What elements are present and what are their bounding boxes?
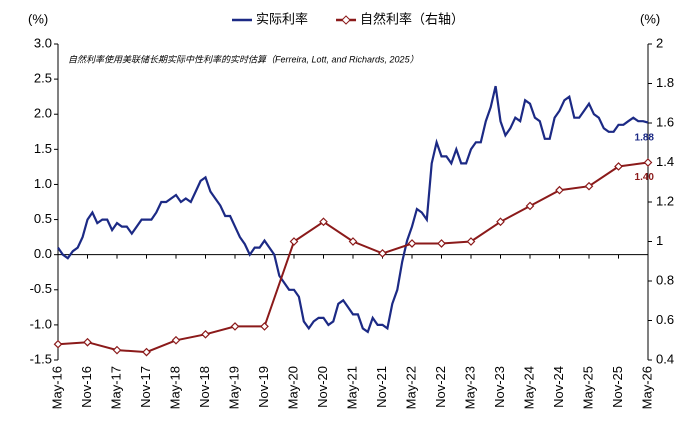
x-tick-label: May-17 xyxy=(108,366,123,409)
marker xyxy=(614,162,623,171)
series-line xyxy=(57,85,649,334)
y-tick-label: -1.5 xyxy=(30,351,52,366)
marker xyxy=(319,217,328,227)
marker xyxy=(525,201,535,211)
y2-tick-label: 1 xyxy=(656,233,663,248)
y-tick-label: 3.0 xyxy=(34,35,52,50)
y-tick-label: 1.5 xyxy=(34,141,52,156)
marker xyxy=(83,337,92,347)
y-tick-label: -0.5 xyxy=(30,281,52,296)
y-unit: (%) xyxy=(28,11,48,26)
x-tick-label: May-18 xyxy=(167,366,182,409)
marker xyxy=(378,249,387,258)
x-tick-label: Nov-22 xyxy=(433,366,448,408)
marker xyxy=(260,322,269,331)
x-tick-label: Nov-24 xyxy=(551,366,566,408)
marker xyxy=(466,237,476,246)
marker xyxy=(643,158,653,167)
y-tick-label: 0.0 xyxy=(34,246,52,261)
x-tick-label: Nov-21 xyxy=(374,366,389,408)
value-label: 1.88 xyxy=(635,132,655,143)
marker xyxy=(171,335,181,345)
marker xyxy=(112,345,122,355)
legend-label: 自然利率（右轴） xyxy=(360,11,464,26)
x-tick-label: May-25 xyxy=(580,366,595,409)
x-tick-label: May-16 xyxy=(49,366,64,409)
y2-tick-label: 0.6 xyxy=(656,312,674,327)
y-tick-label: 0.5 xyxy=(34,211,52,226)
marker xyxy=(496,217,505,227)
x-tick-label: May-19 xyxy=(226,366,241,409)
x-tick-label: May-24 xyxy=(521,366,536,409)
y2-tick-label: 1.6 xyxy=(656,114,674,129)
x-tick-label: May-26 xyxy=(639,366,654,409)
y-tick-label: 2.5 xyxy=(34,71,52,86)
marker xyxy=(407,239,417,248)
marker xyxy=(230,322,240,331)
y2-tick-label: 1.8 xyxy=(656,75,674,90)
marker xyxy=(348,237,358,246)
y2-tick-label: 0.8 xyxy=(656,272,674,287)
x-tick-label: May-21 xyxy=(344,366,359,409)
marker xyxy=(289,237,299,246)
x-tick-label: May-22 xyxy=(403,366,418,409)
marker xyxy=(437,239,446,248)
marker xyxy=(142,347,151,357)
x-tick-label: Nov-18 xyxy=(197,366,212,408)
y-tick-label: 1.0 xyxy=(34,176,52,191)
marker xyxy=(201,329,210,339)
y-tick-label: 2.0 xyxy=(34,106,52,121)
marker xyxy=(555,185,564,195)
x-tick-label: Nov-20 xyxy=(315,366,330,408)
legend-marker xyxy=(341,15,351,25)
y2-tick-label: 1.2 xyxy=(656,193,674,208)
y2-tick-label: 1.4 xyxy=(656,154,674,169)
x-tick-label: Nov-17 xyxy=(138,366,153,408)
legend-label: 实际利率 xyxy=(256,11,308,26)
y2-unit: (%) xyxy=(640,11,660,26)
value-label: 1.40 xyxy=(635,172,655,183)
marker xyxy=(53,339,63,349)
marker xyxy=(584,181,594,191)
x-tick-label: May-20 xyxy=(285,366,300,409)
annotation: 自然利率使用美联储长期实际中性利率的实时估算（Ferreira, Lott, a… xyxy=(68,54,419,64)
y-tick-label: -1.0 xyxy=(30,316,52,331)
x-tick-label: Nov-19 xyxy=(256,366,271,408)
x-tick-label: Nov-16 xyxy=(79,366,94,408)
x-tick-label: Nov-23 xyxy=(492,366,507,408)
x-tick-label: Nov-25 xyxy=(610,366,625,408)
x-tick-label: May-23 xyxy=(462,366,477,409)
y2-tick-label: 0.4 xyxy=(656,351,674,366)
y2-tick-label: 2 xyxy=(656,35,663,50)
